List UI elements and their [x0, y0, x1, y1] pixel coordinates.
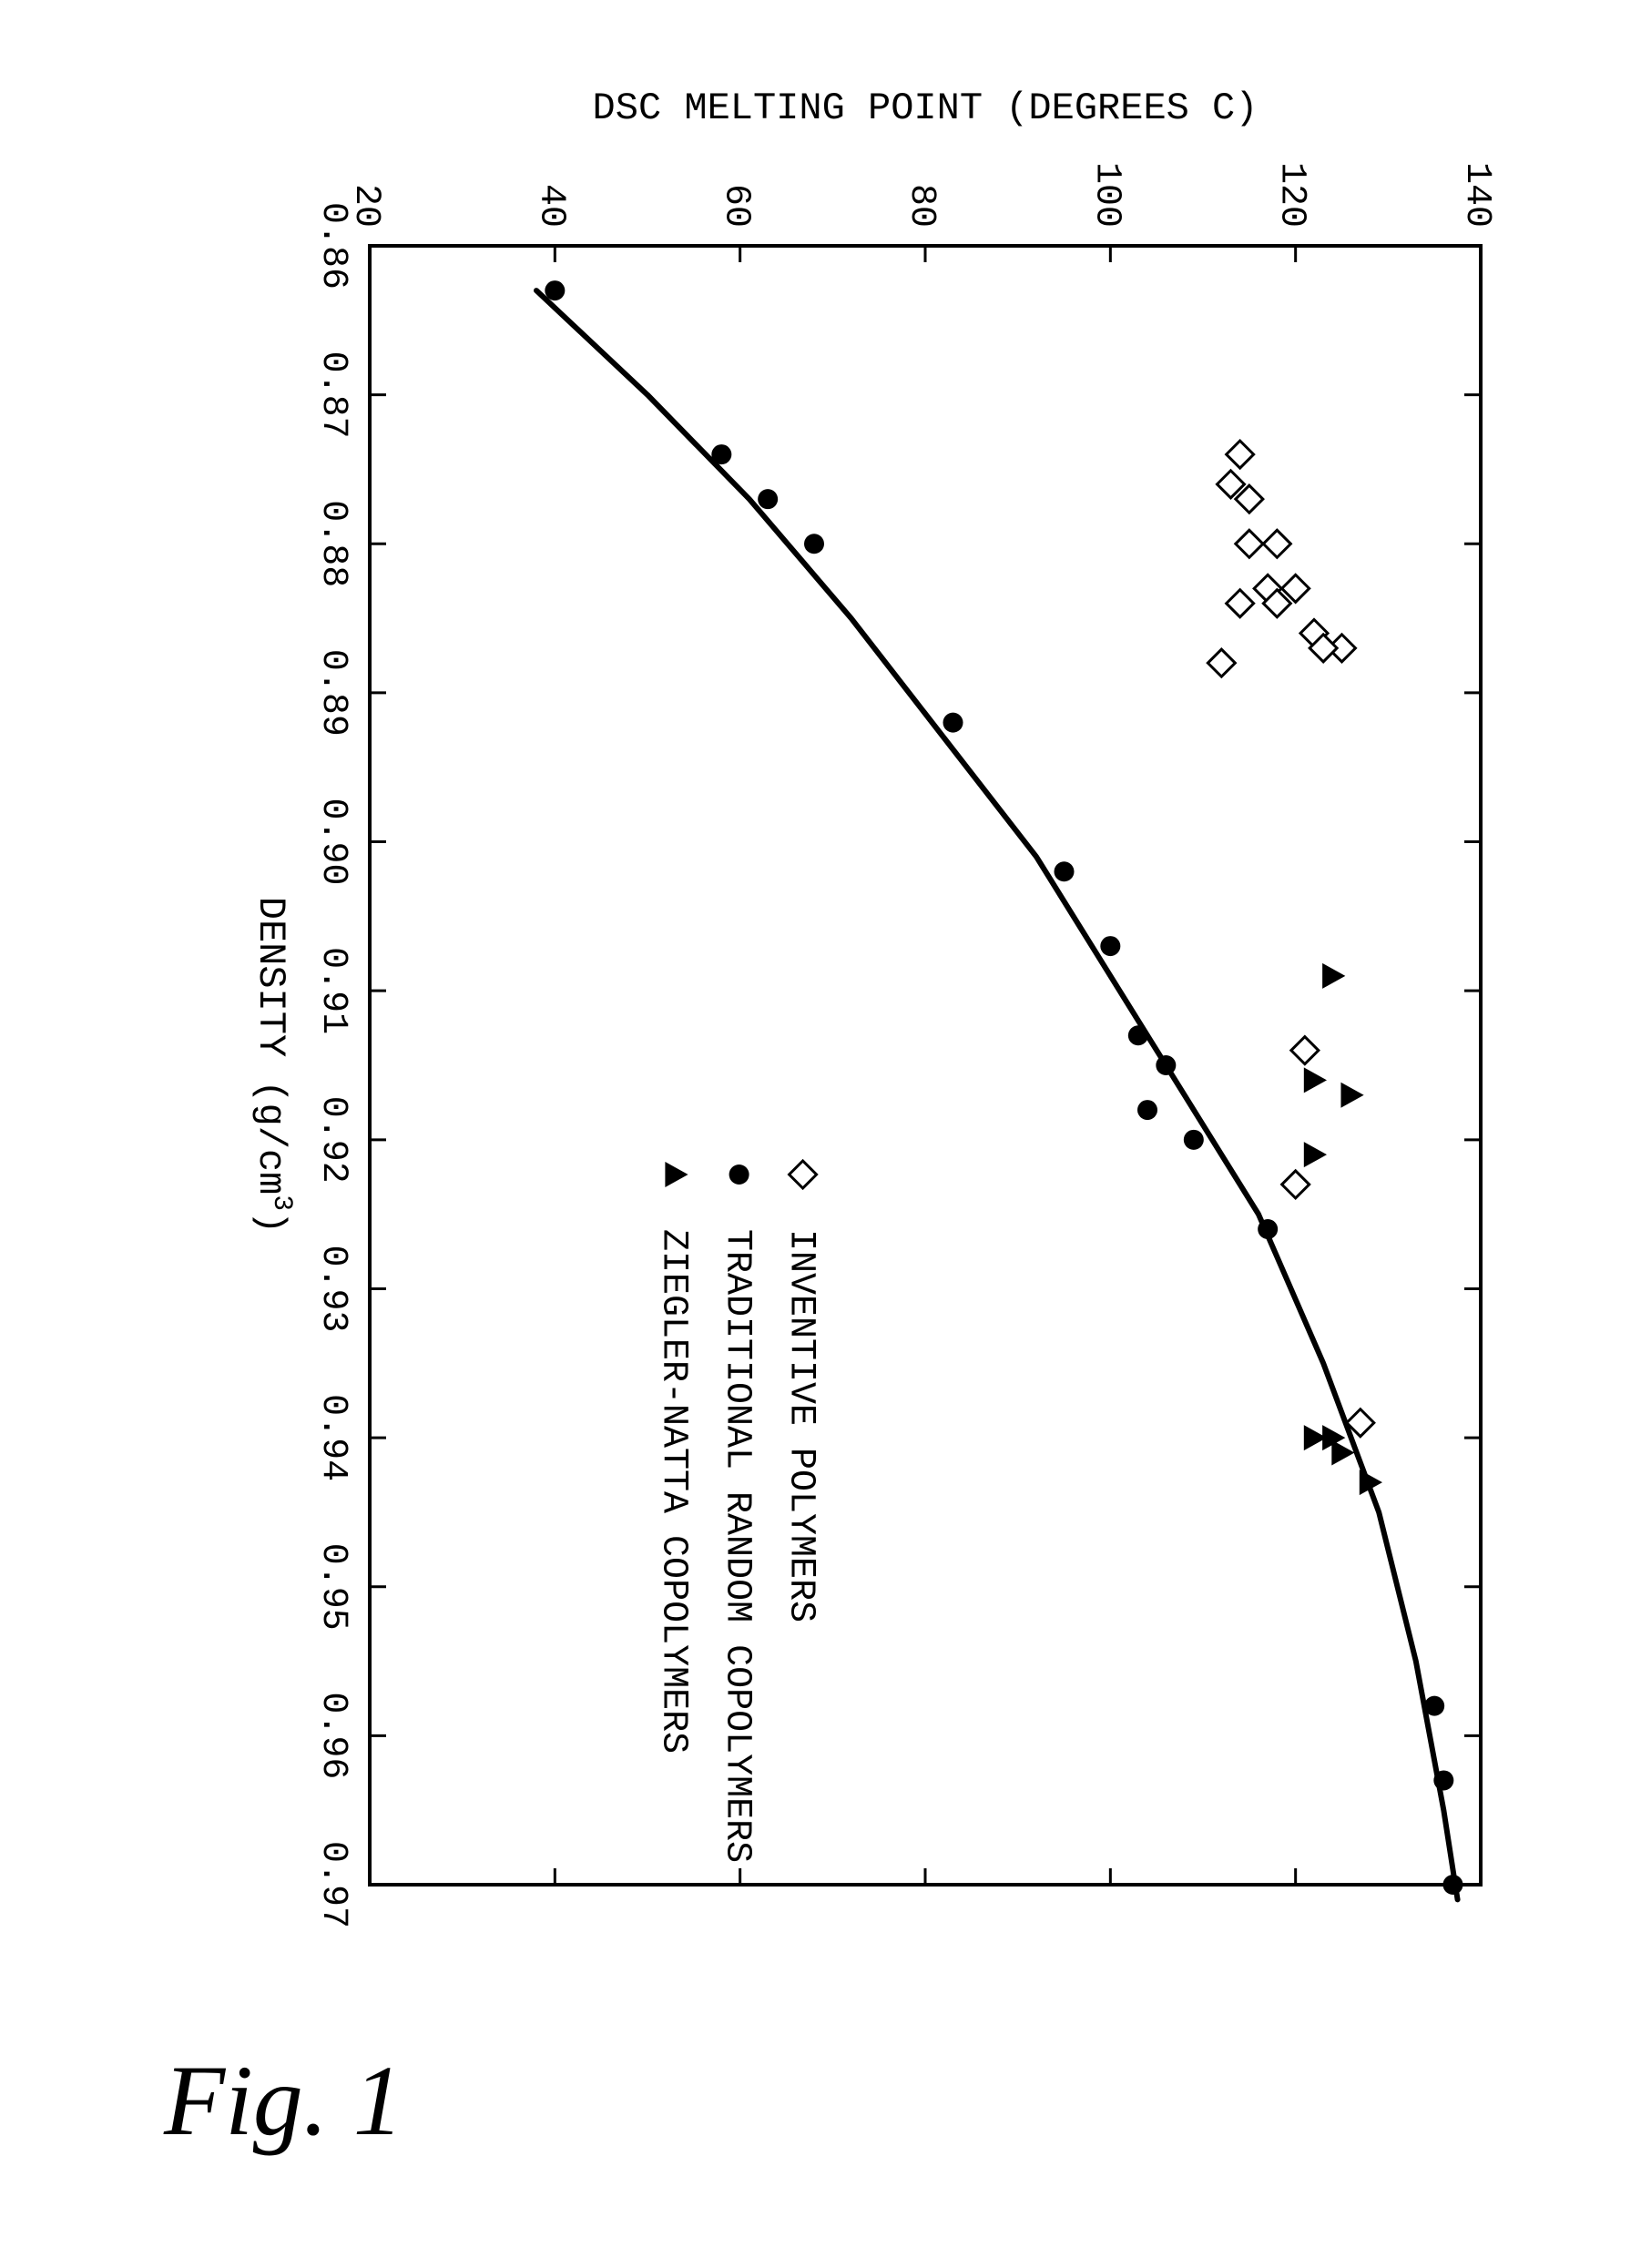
data-point-traditional — [804, 534, 824, 554]
page: 0.860.870.880.890.900.910.920.930.940.95… — [0, 0, 1651, 2268]
data-point-ziegler — [1304, 1067, 1327, 1093]
y-tick-label: 120 — [1271, 162, 1312, 228]
x-tick-label: 0.93 — [312, 1245, 353, 1332]
data-point-traditional — [1128, 1025, 1148, 1045]
legend-marker-inventive — [790, 1161, 817, 1188]
data-point-inventive — [1208, 649, 1235, 676]
legend-label-ziegler: ZIEGLER-NATTA COPOLYMERS — [653, 1229, 694, 1754]
data-point-inventive — [1291, 1037, 1319, 1064]
x-axis-label: DENSITY (g/cm3) — [249, 897, 298, 1235]
x-tick-label: 0.96 — [312, 1692, 353, 1779]
x-tick-label: 0.88 — [312, 500, 353, 587]
x-tick-label: 0.92 — [312, 1096, 353, 1184]
data-point-traditional — [1100, 936, 1120, 956]
chart-container: 0.860.870.880.890.900.910.920.930.940.95… — [97, 18, 1554, 2021]
data-point-traditional — [758, 489, 778, 509]
data-point-traditional — [545, 280, 565, 300]
data-point-ziegler — [1322, 963, 1345, 989]
data-point-traditional — [1137, 1100, 1157, 1120]
x-tick-label: 0.91 — [312, 947, 353, 1034]
data-point-traditional — [1424, 1696, 1444, 1716]
scatter-chart: 0.860.870.880.890.900.910.920.930.940.95… — [97, 18, 1554, 2021]
data-point-traditional — [1055, 861, 1075, 881]
y-tick-label: 80 — [901, 184, 942, 228]
data-point-traditional — [1433, 1770, 1453, 1790]
data-point-traditional — [943, 713, 963, 733]
data-point-traditional — [1443, 1875, 1463, 1895]
data-point-traditional — [1184, 1130, 1204, 1150]
legend-marker-traditional — [729, 1165, 749, 1185]
data-point-traditional — [711, 444, 731, 464]
figure-label: Fig. 1 — [164, 2043, 403, 2159]
data-point-inventive — [1282, 1171, 1310, 1198]
y-tick-label: 140 — [1456, 162, 1497, 228]
y-tick-label: 100 — [1085, 162, 1126, 228]
x-tick-label: 0.87 — [312, 351, 353, 439]
x-tick-label: 0.90 — [312, 798, 353, 886]
data-point-inventive — [1263, 530, 1290, 557]
y-tick-label: 20 — [345, 184, 386, 228]
x-tick-label: 0.95 — [312, 1543, 353, 1631]
data-point-ziegler — [1340, 1083, 1363, 1108]
legend-label-inventive: INVENTIVE POLYMERS — [780, 1229, 821, 1622]
plot-border — [370, 246, 1481, 1885]
data-point-inventive — [1227, 590, 1254, 617]
x-tick-label: 0.94 — [312, 1394, 353, 1481]
data-point-ziegler — [1304, 1142, 1327, 1167]
y-tick-label: 40 — [530, 184, 571, 228]
data-point-inventive — [1227, 441, 1254, 468]
x-tick-label: 0.97 — [312, 1841, 353, 1928]
y-axis-label: DSC MELTING POINT (DEGREES C) — [593, 86, 1259, 130]
x-tick-label: 0.89 — [312, 649, 353, 737]
data-point-traditional — [1258, 1219, 1278, 1239]
legend-marker-ziegler — [665, 1162, 688, 1187]
data-point-inventive — [1236, 530, 1263, 557]
legend-label-traditional: TRADITIONAL RANDOM COPOLYMERS — [717, 1229, 758, 1863]
data-point-traditional — [1156, 1055, 1176, 1075]
y-tick-label: 60 — [716, 184, 757, 228]
